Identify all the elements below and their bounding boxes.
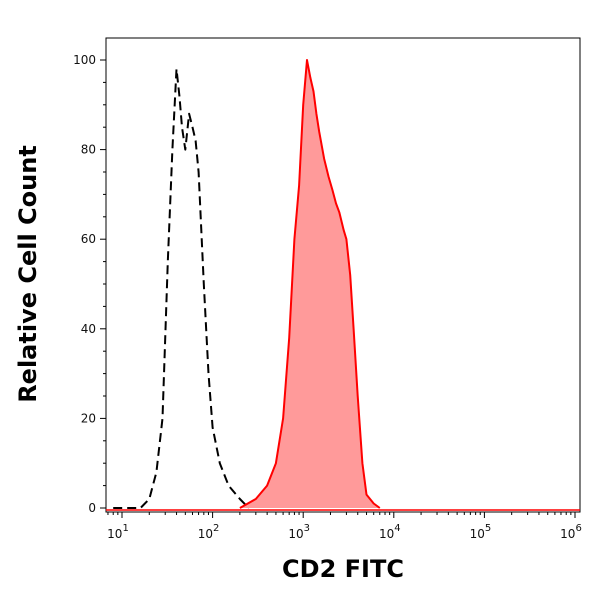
series-area-fill [239, 60, 380, 508]
y-tick-label: 60 [81, 232, 96, 246]
x-tick-label: 103 [288, 523, 310, 541]
x-tick-label: 101 [107, 523, 129, 541]
y-axis-title: Relative Cell Count [14, 145, 42, 403]
y-tick-label: 80 [81, 143, 96, 157]
plot-frame [105, 37, 581, 513]
series-line-stained [239, 59, 381, 509]
x-tick-label: 104 [379, 523, 401, 541]
y-tick-label: 40 [81, 322, 96, 336]
x-axis-title: CD2 FITC [282, 555, 404, 583]
x-tick-label: 106 [560, 523, 582, 541]
y-tick-label: 100 [73, 53, 96, 67]
y-tick-label: 20 [81, 411, 96, 425]
series-line-control [113, 68, 250, 509]
y-axis-ticks: 0 20 40 60 80 100 [73, 53, 106, 515]
x-tick-label: 102 [198, 523, 220, 541]
series-layer [106, 59, 580, 511]
y-tick-label: 0 [88, 501, 96, 515]
x-axis-ticks: 101 102 103 104 105 106 [107, 512, 582, 541]
x-tick-label: 105 [470, 523, 492, 541]
